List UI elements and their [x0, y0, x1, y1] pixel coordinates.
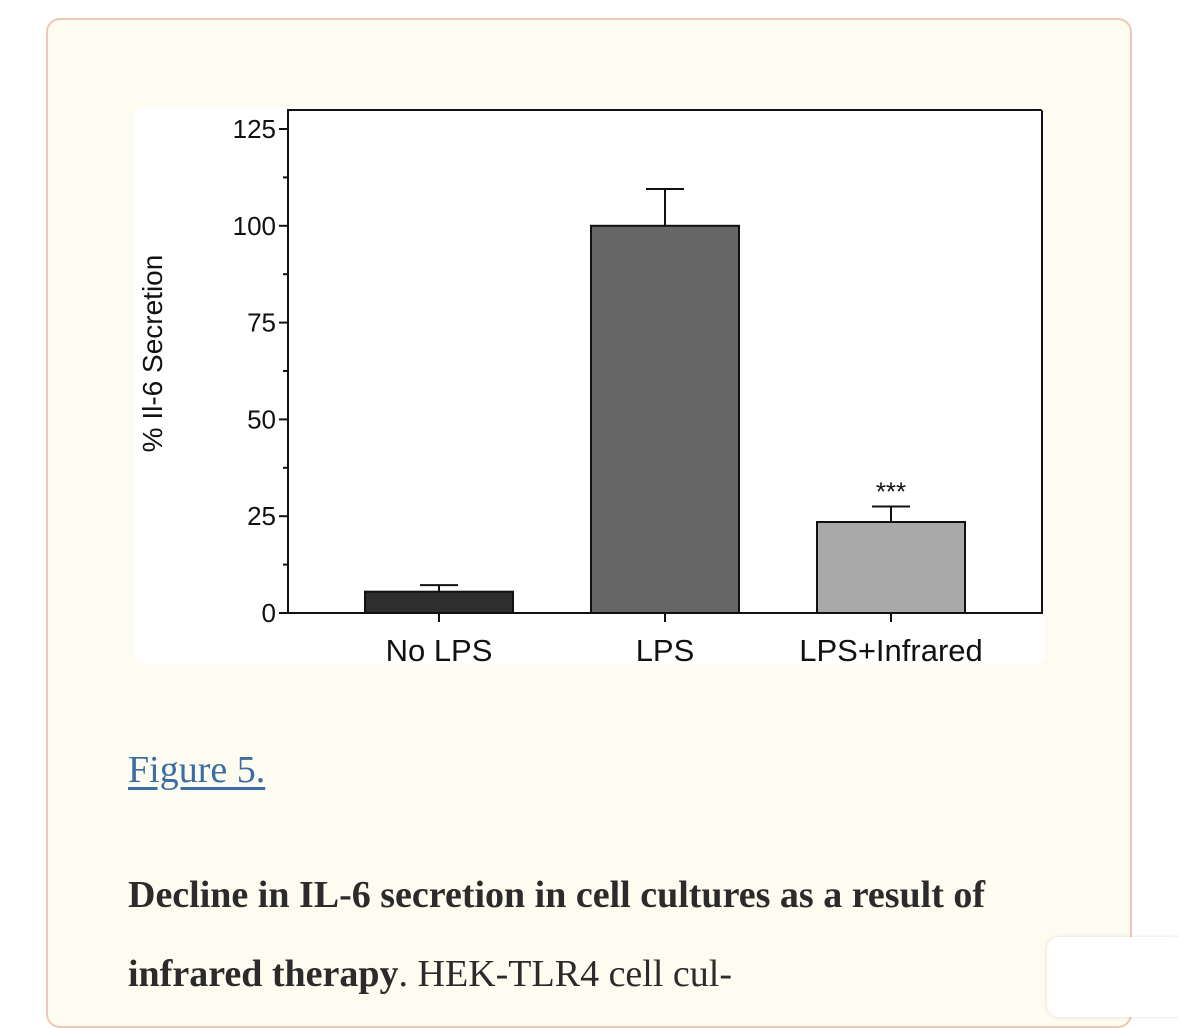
figure-caption: Decline in IL-6 secretion in cell cultur…	[128, 856, 1028, 1014]
y-tick-label: 0	[262, 598, 276, 628]
bar	[590, 224, 740, 615]
x-tick-label: LPS	[636, 633, 695, 664]
figure-link[interactable]: Figure 5.	[128, 749, 266, 791]
caption-text: . HEK-TLR4 cell cul-	[398, 953, 732, 995]
y-tick-label: 25	[247, 501, 276, 531]
significance-marker: ***	[876, 477, 906, 507]
y-tick-label: 125	[233, 114, 276, 144]
bar	[816, 521, 966, 614]
bar-chart: 0 25 50 75 100 125 % Il-6 Secretion No LPS LPS LP…	[137, 109, 1043, 664]
y-tick-label: 75	[247, 308, 276, 338]
y-tick-label: 100	[233, 211, 276, 241]
y-tick-label: 50	[247, 404, 276, 434]
x-tick-label: LPS+Infrared	[799, 633, 983, 664]
caption-title: Decline in IL-6 secretion in cell cultur…	[128, 874, 986, 995]
x-tick-label: No LPS	[386, 633, 493, 664]
y-axis-label: % Il-6 Secretion	[137, 255, 168, 453]
bar	[364, 590, 514, 615]
corner-tab[interactable]	[1047, 937, 1179, 1017]
figure-image[interactable]: 0 25 50 75 100 125 % Il-6 Secretion No LPS LPS LP…	[134, 107, 1045, 664]
